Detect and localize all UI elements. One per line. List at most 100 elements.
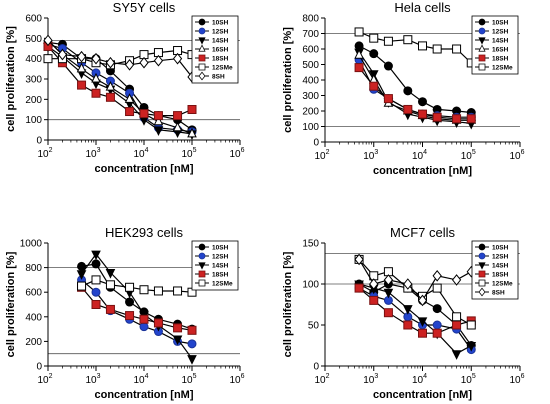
- legend-label: 12SH: [212, 254, 229, 261]
- legend-marker: [478, 287, 486, 297]
- y-tick-label: 100: [302, 280, 319, 291]
- data-point: [139, 314, 149, 324]
- y-tick-label: 400: [302, 76, 319, 87]
- legend-label: 12SH: [492, 29, 509, 36]
- data-point: [105, 56, 116, 69]
- y-tick-label: 600: [302, 45, 319, 56]
- y-tick-label: 600: [25, 14, 42, 25]
- data-point: [369, 81, 379, 91]
- data-point: [172, 52, 183, 65]
- x-axis-label: concentration [nM]: [95, 163, 194, 175]
- data-point: [418, 109, 427, 119]
- legend-label: 10SH: [212, 20, 229, 27]
- y-tick-label: 100: [302, 122, 319, 133]
- legend-marker: [478, 37, 486, 45]
- data-point: [57, 48, 68, 61]
- series-line: [47, 46, 193, 117]
- data-point: [403, 86, 413, 96]
- y-tick-label: 800: [302, 14, 319, 25]
- x-tick-label: 106: [229, 147, 244, 160]
- chart-panel-3: HEK293 cells 0 200 400 600 800 1000 102 103 104 10…: [5, 225, 245, 401]
- legend-label: 18SH: [492, 272, 509, 279]
- data-point: [432, 320, 442, 330]
- data-point: [139, 56, 149, 69]
- data-point: [403, 320, 413, 330]
- legend-marker: [198, 243, 206, 251]
- legend-marker: [198, 63, 206, 71]
- series-line: [47, 39, 193, 135]
- legend-marker: [198, 71, 206, 81]
- legend-label: 14SH: [212, 263, 229, 270]
- legend-label: 8SH: [492, 290, 505, 297]
- data-point: [125, 297, 135, 307]
- series-line: [48, 49, 193, 66]
- y-tick-label: 200: [25, 95, 42, 106]
- data-point: [125, 107, 135, 117]
- data-point: [451, 274, 462, 286]
- x-tick-label: 104: [133, 147, 148, 160]
- y-axis-label: cell proliferation [%]: [282, 27, 294, 133]
- y-tick-label: 700: [302, 29, 319, 40]
- data-point: [418, 97, 427, 107]
- legend-marker: [478, 27, 486, 35]
- y-axis-label: cell proliferation [%]: [5, 251, 17, 357]
- chart-panel-4: MCF7 cells 0 50 100 150 102 103 104 105 106 concen…: [282, 225, 525, 401]
- data-point: [354, 253, 364, 266]
- legend-label: 12SMe: [212, 65, 233, 72]
- legend: 10SH 12SH 14SH 16SH 18SH 12SMe 8SH: [191, 15, 239, 84]
- data-point: [452, 312, 462, 322]
- chart-title: MCF7 cells: [390, 225, 456, 240]
- legend-marker: [478, 63, 486, 71]
- legend: 10SH 12SH 14SH 18SH 12SMe: [191, 240, 239, 291]
- x-tick-label: 103: [85, 147, 100, 160]
- data-point: [187, 355, 197, 365]
- data-point: [432, 328, 442, 338]
- data-point: [124, 93, 135, 103]
- data-point: [43, 54, 53, 64]
- legend-label: 14SH: [492, 38, 509, 45]
- legend-label: 14SH: [212, 38, 229, 45]
- x-tick-label: 102: [314, 149, 329, 162]
- legend-label: 14SH: [492, 263, 509, 270]
- data-point: [91, 52, 101, 65]
- data-point: [432, 304, 442, 314]
- data-point: [418, 328, 427, 338]
- series-18SH: [77, 282, 197, 335]
- data-point: [105, 92, 115, 102]
- data-point: [91, 275, 101, 285]
- x-tick-label: 106: [229, 373, 244, 386]
- y-tick-label: 800: [25, 263, 42, 274]
- y-tick-label: 200: [25, 337, 42, 348]
- data-point: [139, 285, 149, 295]
- y-tick-label: 300: [302, 91, 319, 102]
- data-point: [417, 294, 428, 307]
- data-point: [91, 88, 101, 98]
- data-point: [91, 72, 101, 83]
- series-line: [47, 39, 193, 78]
- legend-label: 18SH: [212, 56, 229, 63]
- data-point: [403, 278, 413, 290]
- data-point: [105, 81, 116, 91]
- y-tick-label: 150: [302, 239, 319, 250]
- legend-marker: [198, 27, 206, 35]
- legend-marker: [478, 44, 486, 52]
- x-tick-label: 103: [85, 373, 100, 386]
- y-tick-label: 0: [36, 362, 42, 373]
- x-axis-label: concentration [nM]: [373, 165, 472, 177]
- x-tick-label: 102: [37, 373, 52, 386]
- data-point: [354, 283, 364, 293]
- y-tick-label: 50: [308, 321, 320, 332]
- data-point: [466, 114, 476, 124]
- data-point: [91, 287, 101, 297]
- data-point: [43, 34, 53, 47]
- data-point: [172, 335, 183, 346]
- x-tick-label: 103: [363, 149, 378, 162]
- x-tick-label: 106: [509, 373, 524, 386]
- legend-marker: [198, 18, 206, 26]
- data-point: [187, 325, 197, 335]
- data-point: [77, 80, 87, 90]
- data-point: [452, 44, 462, 54]
- data-point: [173, 111, 183, 121]
- data-point: [91, 250, 101, 261]
